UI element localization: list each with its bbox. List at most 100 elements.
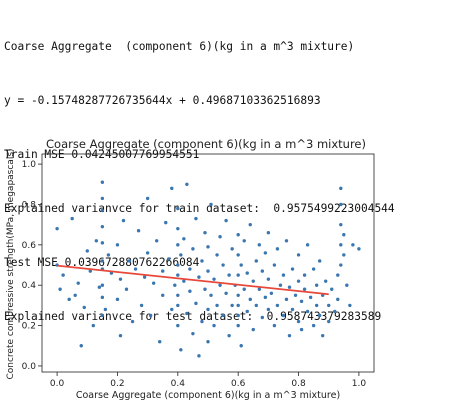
axes: 0.0 0.2 0.4 0.6 0.8 1.0 0.0 0.2 0.4 0.6 0.8 1.0 <box>22 153 375 389</box>
data-point <box>327 303 331 308</box>
data-point <box>345 283 349 287</box>
data-point <box>302 273 307 277</box>
data-point <box>148 313 153 318</box>
data-point <box>248 297 252 302</box>
data-point <box>272 263 277 267</box>
data-point <box>215 253 219 257</box>
console-line-test-mse: Test MSE 0.039672880762266084 <box>4 256 200 269</box>
data-point <box>266 277 271 281</box>
data-point <box>218 235 222 239</box>
data-point <box>179 348 183 352</box>
data-point <box>203 231 207 235</box>
console-line-equation: y = -0.15748287726735644x + 0.4968710336… <box>4 94 321 107</box>
data-point <box>248 222 252 227</box>
data-point <box>176 293 180 297</box>
data-point <box>296 253 301 257</box>
y-tick-label: 0.0 <box>22 362 37 372</box>
data-point <box>327 319 331 324</box>
data-point <box>161 269 165 273</box>
data-point <box>336 297 340 302</box>
x-tick-label: 0.4 <box>171 379 186 389</box>
data-point <box>70 216 74 221</box>
data-point <box>281 313 286 318</box>
data-point <box>200 259 204 263</box>
data-point <box>251 327 255 332</box>
data-point <box>206 307 210 312</box>
data-point <box>272 323 277 328</box>
data-point <box>320 333 325 338</box>
data-point <box>97 285 102 289</box>
data-point <box>333 309 337 314</box>
data-point <box>275 247 280 251</box>
data-point <box>88 269 92 273</box>
data-point <box>239 263 243 267</box>
data-point <box>100 259 105 263</box>
data-point <box>305 243 310 247</box>
data-point <box>206 340 210 344</box>
data-point <box>236 313 240 318</box>
y-tick-label: 1.0 <box>22 160 37 170</box>
data-point <box>200 319 204 324</box>
data-point <box>127 259 132 263</box>
data-point <box>284 239 289 243</box>
x-tick-label: 1.0 <box>352 379 367 389</box>
data-point <box>182 279 186 283</box>
data-point <box>212 323 216 328</box>
x-axis-label: Coarse Aggregate (component 6)(kg in a m… <box>76 390 340 401</box>
data-point <box>218 283 222 287</box>
data-point <box>173 283 177 287</box>
data-point <box>299 327 304 332</box>
data-point <box>170 186 174 191</box>
data-point <box>342 233 346 237</box>
data-point <box>100 208 105 213</box>
data-point <box>136 229 141 233</box>
x-tick-label: 0.8 <box>291 379 306 389</box>
data-point <box>275 303 280 308</box>
x-tick-label: 0.6 <box>231 379 246 389</box>
data-point <box>55 226 59 231</box>
data-point <box>176 226 180 231</box>
data-point <box>296 319 301 324</box>
data-point <box>164 220 168 225</box>
data-point <box>167 257 171 261</box>
data-point <box>209 293 213 297</box>
y-axis-label: Concrete compressive strength(MPa, megap… <box>6 148 16 379</box>
data-point <box>85 249 89 253</box>
fit-line-group <box>56 264 329 296</box>
data-point <box>194 216 198 221</box>
data-point <box>245 271 249 275</box>
data-point <box>236 273 240 277</box>
data-point <box>79 344 83 348</box>
y-tick-label: 0.6 <box>22 241 37 251</box>
data-point <box>106 253 111 257</box>
data-point <box>100 295 105 300</box>
data-point <box>342 253 346 257</box>
data-point <box>121 218 126 223</box>
data-point <box>236 293 240 297</box>
data-point <box>158 340 162 344</box>
data-point <box>203 287 207 291</box>
data-point <box>263 251 268 255</box>
data-point <box>115 243 120 247</box>
data-point <box>330 287 334 291</box>
data-point <box>221 263 225 267</box>
data-point <box>145 251 150 255</box>
data-point <box>176 263 180 267</box>
data-point <box>311 323 316 328</box>
data-point <box>299 299 304 304</box>
data-point <box>287 285 292 289</box>
data-point <box>242 239 246 243</box>
data-point <box>91 323 96 328</box>
data-point <box>339 202 343 207</box>
data-point <box>278 283 283 287</box>
data-point <box>311 267 316 271</box>
data-point <box>224 218 228 223</box>
data-point <box>176 323 180 328</box>
data-point <box>290 307 295 312</box>
data-point <box>67 297 71 302</box>
data-point <box>239 344 243 348</box>
data-point <box>188 267 192 271</box>
data-point <box>100 180 105 184</box>
x-tick-label: 0.0 <box>50 379 65 389</box>
data-point <box>82 305 86 310</box>
